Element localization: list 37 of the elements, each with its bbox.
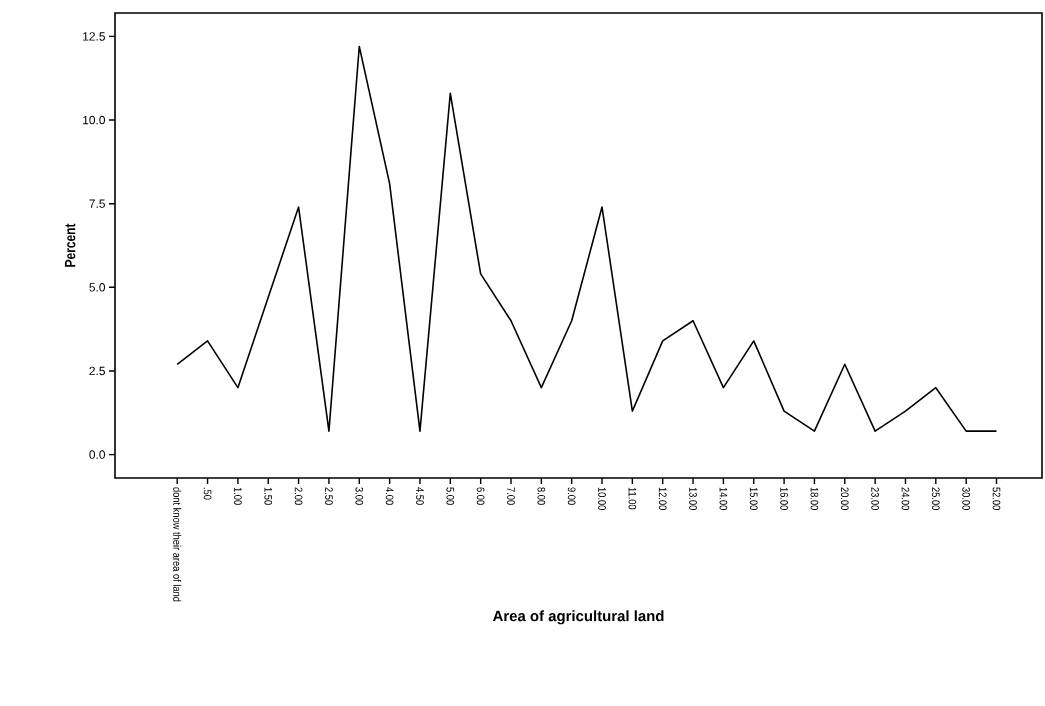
x-tick-label: 20.00	[840, 487, 849, 510]
y-tick-label: 7.5	[89, 199, 105, 208]
x-tick-label: 7.00	[507, 487, 515, 505]
y-tick-label: 10.0	[83, 115, 106, 125]
x-tick-label: 30.00	[962, 487, 971, 510]
y-axis-title: Percent	[64, 223, 76, 267]
x-tick-label: 25.00	[931, 487, 940, 510]
y-tick-label: 2.5	[89, 366, 105, 376]
x-tick-label: 18.00	[810, 487, 819, 510]
x-tick-label: 2.00	[294, 487, 303, 505]
x-tick-label: 23.00	[871, 487, 879, 510]
x-tick-label: 1.00	[234, 487, 242, 505]
x-tick-label: 2.50	[325, 487, 333, 505]
x-tick-label: 15.00	[749, 487, 758, 510]
y-tick-label: 0.0	[89, 450, 106, 459]
x-tick-label: 3.00	[355, 487, 364, 505]
x-tick-label: 1.50	[264, 487, 273, 505]
y-tick-label: 5.0	[89, 283, 106, 292]
x-tick-label: 6.00	[476, 487, 485, 505]
x-tick-label: 10.00	[598, 487, 606, 510]
x-tick-label: 4.50	[416, 487, 424, 505]
x-tick-label: dont know their area of land	[173, 487, 182, 602]
x-tick-label: 11.00	[628, 487, 637, 510]
x-tick-label: 13.00	[689, 487, 697, 510]
x-tick-label: 16.00	[780, 487, 788, 510]
x-tick-label: 5.00	[446, 487, 455, 505]
x-tick-label: 14.00	[719, 487, 728, 510]
y-tick-label: 12.5	[83, 32, 105, 41]
x-tick-label: 12.00	[658, 487, 667, 510]
x-tick-label: 52.00	[992, 487, 1001, 510]
x-tick-label: 8.00	[537, 487, 546, 505]
x-tick-label: 4.00	[385, 487, 394, 505]
x-tick-label: 9.00	[567, 487, 576, 505]
x-tick-label: .50	[203, 487, 212, 500]
x-tick-label: 24.00	[901, 487, 910, 510]
x-axis-title: Area of agricultural land	[492, 610, 664, 625]
line-series	[176, 45, 998, 432]
